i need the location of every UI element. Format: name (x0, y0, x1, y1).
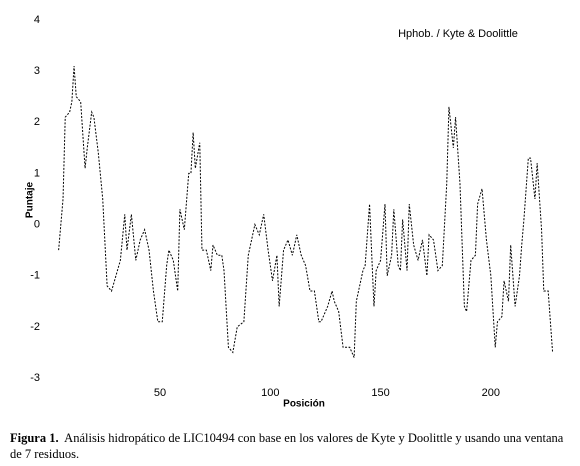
y-tick-label: -2 (30, 321, 40, 333)
x-tick-label: 100 (261, 387, 279, 399)
data-line (58, 65, 554, 358)
x-axis-label: Posición (283, 399, 325, 410)
y-tick-label: 1 (34, 167, 40, 179)
caption-label: Figura 1. (10, 431, 59, 445)
chart: Hphob. / Kyte & Doolittle Posición Punta… (25, 14, 554, 410)
caption-text: Análisis hidropático de LIC10494 con bas… (10, 431, 564, 461)
y-tick-label: 2 (34, 116, 40, 128)
x-tick-label: 150 (371, 387, 389, 399)
y-tick-label: 0 (34, 218, 40, 230)
annotation: Hphob. / Kyte & Doolittle (398, 28, 518, 40)
y-tick-label: -1 (30, 270, 40, 282)
x-tick-label: 50 (154, 387, 166, 399)
y-axis-label: Puntaje (25, 182, 36, 219)
y-tick-label: 4 (34, 14, 40, 26)
caption: Figura 1. Análisis hidropático de LIC104… (10, 430, 570, 462)
y-tick-label: -3 (30, 372, 40, 384)
x-tick-label: 200 (482, 387, 500, 399)
y-tick-label: 3 (34, 65, 40, 77)
